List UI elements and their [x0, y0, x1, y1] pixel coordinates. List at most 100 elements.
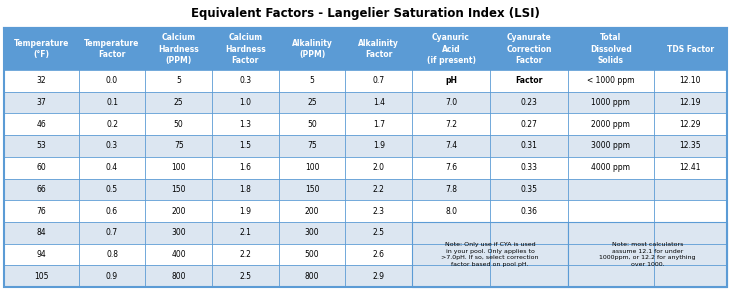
Text: 75: 75 — [307, 141, 317, 150]
Text: 12.29: 12.29 — [680, 120, 701, 129]
Text: 7.4: 7.4 — [445, 141, 457, 150]
Text: Note: most calculators
assume 12.1 for under
1000ppm, or 12.2 for anything
over : Note: most calculators assume 12.1 for u… — [599, 242, 696, 267]
Text: 300: 300 — [305, 228, 319, 237]
Text: 2.5: 2.5 — [239, 272, 251, 281]
Text: Calcium
Hardness
Factor: Calcium Hardness Factor — [225, 33, 266, 65]
Text: Cyanurate
Correction
Factor: Cyanurate Correction Factor — [507, 33, 552, 65]
Text: Alkalinity
Factor: Alkalinity Factor — [358, 39, 399, 59]
Text: 0.8: 0.8 — [106, 250, 118, 259]
Text: 0.31: 0.31 — [520, 141, 537, 150]
Text: 150: 150 — [172, 185, 186, 194]
Text: 400: 400 — [171, 250, 186, 259]
Text: 66: 66 — [37, 185, 46, 194]
Text: 2.1: 2.1 — [240, 228, 251, 237]
Text: 1.6: 1.6 — [239, 163, 251, 172]
Text: 0.3: 0.3 — [239, 76, 251, 85]
Text: 0.7: 0.7 — [373, 76, 385, 85]
Text: 0.33: 0.33 — [520, 163, 537, 172]
Text: 7.2: 7.2 — [445, 120, 457, 129]
Text: 5: 5 — [176, 76, 181, 85]
Text: 800: 800 — [172, 272, 186, 281]
Text: 200: 200 — [305, 207, 319, 216]
Text: 32: 32 — [37, 76, 46, 85]
Text: 60: 60 — [37, 163, 46, 172]
Text: 2000 ppm: 2000 ppm — [591, 120, 630, 129]
Bar — [4, 135, 727, 157]
Text: 2.2: 2.2 — [240, 250, 251, 259]
Text: 1.9: 1.9 — [373, 141, 385, 150]
Text: 300: 300 — [171, 228, 186, 237]
Text: 0.5: 0.5 — [106, 185, 118, 194]
Text: 0.3: 0.3 — [106, 141, 118, 150]
Text: 50: 50 — [174, 120, 183, 129]
Text: 0.36: 0.36 — [520, 207, 537, 216]
Text: 5: 5 — [310, 76, 314, 85]
Text: 46: 46 — [37, 120, 46, 129]
Bar — [4, 28, 727, 287]
Text: 0.6: 0.6 — [106, 207, 118, 216]
Text: Factor: Factor — [515, 76, 542, 85]
Text: 1.4: 1.4 — [373, 98, 385, 107]
Bar — [4, 200, 727, 222]
Text: Cyanuric
Acid
(if present): Cyanuric Acid (if present) — [427, 33, 476, 65]
Text: 1.7: 1.7 — [373, 120, 385, 129]
Text: 0.2: 0.2 — [106, 120, 118, 129]
Text: 3000 ppm: 3000 ppm — [591, 141, 630, 150]
Text: Note: Only use if CYA is used
in your pool. Only applies to
>7.0pH. If so, selec: Note: Only use if CYA is used in your po… — [442, 242, 539, 267]
Text: 7.0: 7.0 — [445, 98, 457, 107]
Text: 0.0: 0.0 — [106, 76, 118, 85]
Bar — [4, 70, 727, 92]
Text: Calcium
Hardness
(PPM): Calcium Hardness (PPM) — [159, 33, 199, 65]
Text: 25: 25 — [307, 98, 317, 107]
Text: Alkalinity
(PPM): Alkalinity (PPM) — [292, 39, 333, 59]
Text: 2.5: 2.5 — [373, 228, 385, 237]
Text: 37: 37 — [37, 98, 46, 107]
Text: 0.1: 0.1 — [106, 98, 118, 107]
Text: 105: 105 — [34, 272, 48, 281]
Bar — [4, 28, 727, 70]
Bar — [4, 265, 727, 287]
Text: 76: 76 — [37, 207, 46, 216]
Text: 0.9: 0.9 — [106, 272, 118, 281]
Text: 1.5: 1.5 — [239, 141, 251, 150]
Text: 0.35: 0.35 — [520, 185, 537, 194]
Text: 4000 ppm: 4000 ppm — [591, 163, 630, 172]
Text: 1.9: 1.9 — [239, 207, 251, 216]
Text: 7.6: 7.6 — [445, 163, 457, 172]
Bar — [4, 92, 727, 113]
Text: 50: 50 — [307, 120, 317, 129]
Text: Temperature
Factor: Temperature Factor — [84, 39, 140, 59]
Text: 1.0: 1.0 — [239, 98, 251, 107]
Text: 0.7: 0.7 — [106, 228, 118, 237]
Text: 12.10: 12.10 — [680, 76, 701, 85]
Text: 100: 100 — [172, 163, 186, 172]
Bar — [4, 222, 727, 244]
Bar — [4, 178, 727, 200]
Text: 94: 94 — [37, 250, 46, 259]
Text: 500: 500 — [305, 250, 319, 259]
Bar — [412, 222, 568, 287]
Text: 53: 53 — [37, 141, 46, 150]
Text: 12.35: 12.35 — [680, 141, 701, 150]
Bar — [568, 222, 727, 287]
Text: TDS Factor: TDS Factor — [667, 45, 714, 54]
Text: < 1000 ppm: < 1000 ppm — [587, 76, 635, 85]
Text: 2.9: 2.9 — [373, 272, 385, 281]
Text: 8.0: 8.0 — [445, 207, 457, 216]
Text: 1000 ppm: 1000 ppm — [591, 98, 630, 107]
Text: 2.6: 2.6 — [373, 250, 385, 259]
Text: 2.3: 2.3 — [373, 207, 385, 216]
Text: 1.3: 1.3 — [239, 120, 251, 129]
Text: 12.41: 12.41 — [680, 163, 701, 172]
Text: pH: pH — [445, 76, 457, 85]
Bar — [4, 244, 727, 265]
Text: Equivalent Factors - Langelier Saturation Index (LSI): Equivalent Factors - Langelier Saturatio… — [191, 8, 539, 20]
Text: 0.23: 0.23 — [520, 98, 537, 107]
Text: 2.2: 2.2 — [373, 185, 385, 194]
Text: 0.27: 0.27 — [520, 120, 537, 129]
Text: 75: 75 — [174, 141, 183, 150]
Text: 150: 150 — [305, 185, 319, 194]
Text: Temperature
(°F): Temperature (°F) — [14, 39, 69, 59]
Text: 0.4: 0.4 — [106, 163, 118, 172]
Text: 200: 200 — [172, 207, 186, 216]
